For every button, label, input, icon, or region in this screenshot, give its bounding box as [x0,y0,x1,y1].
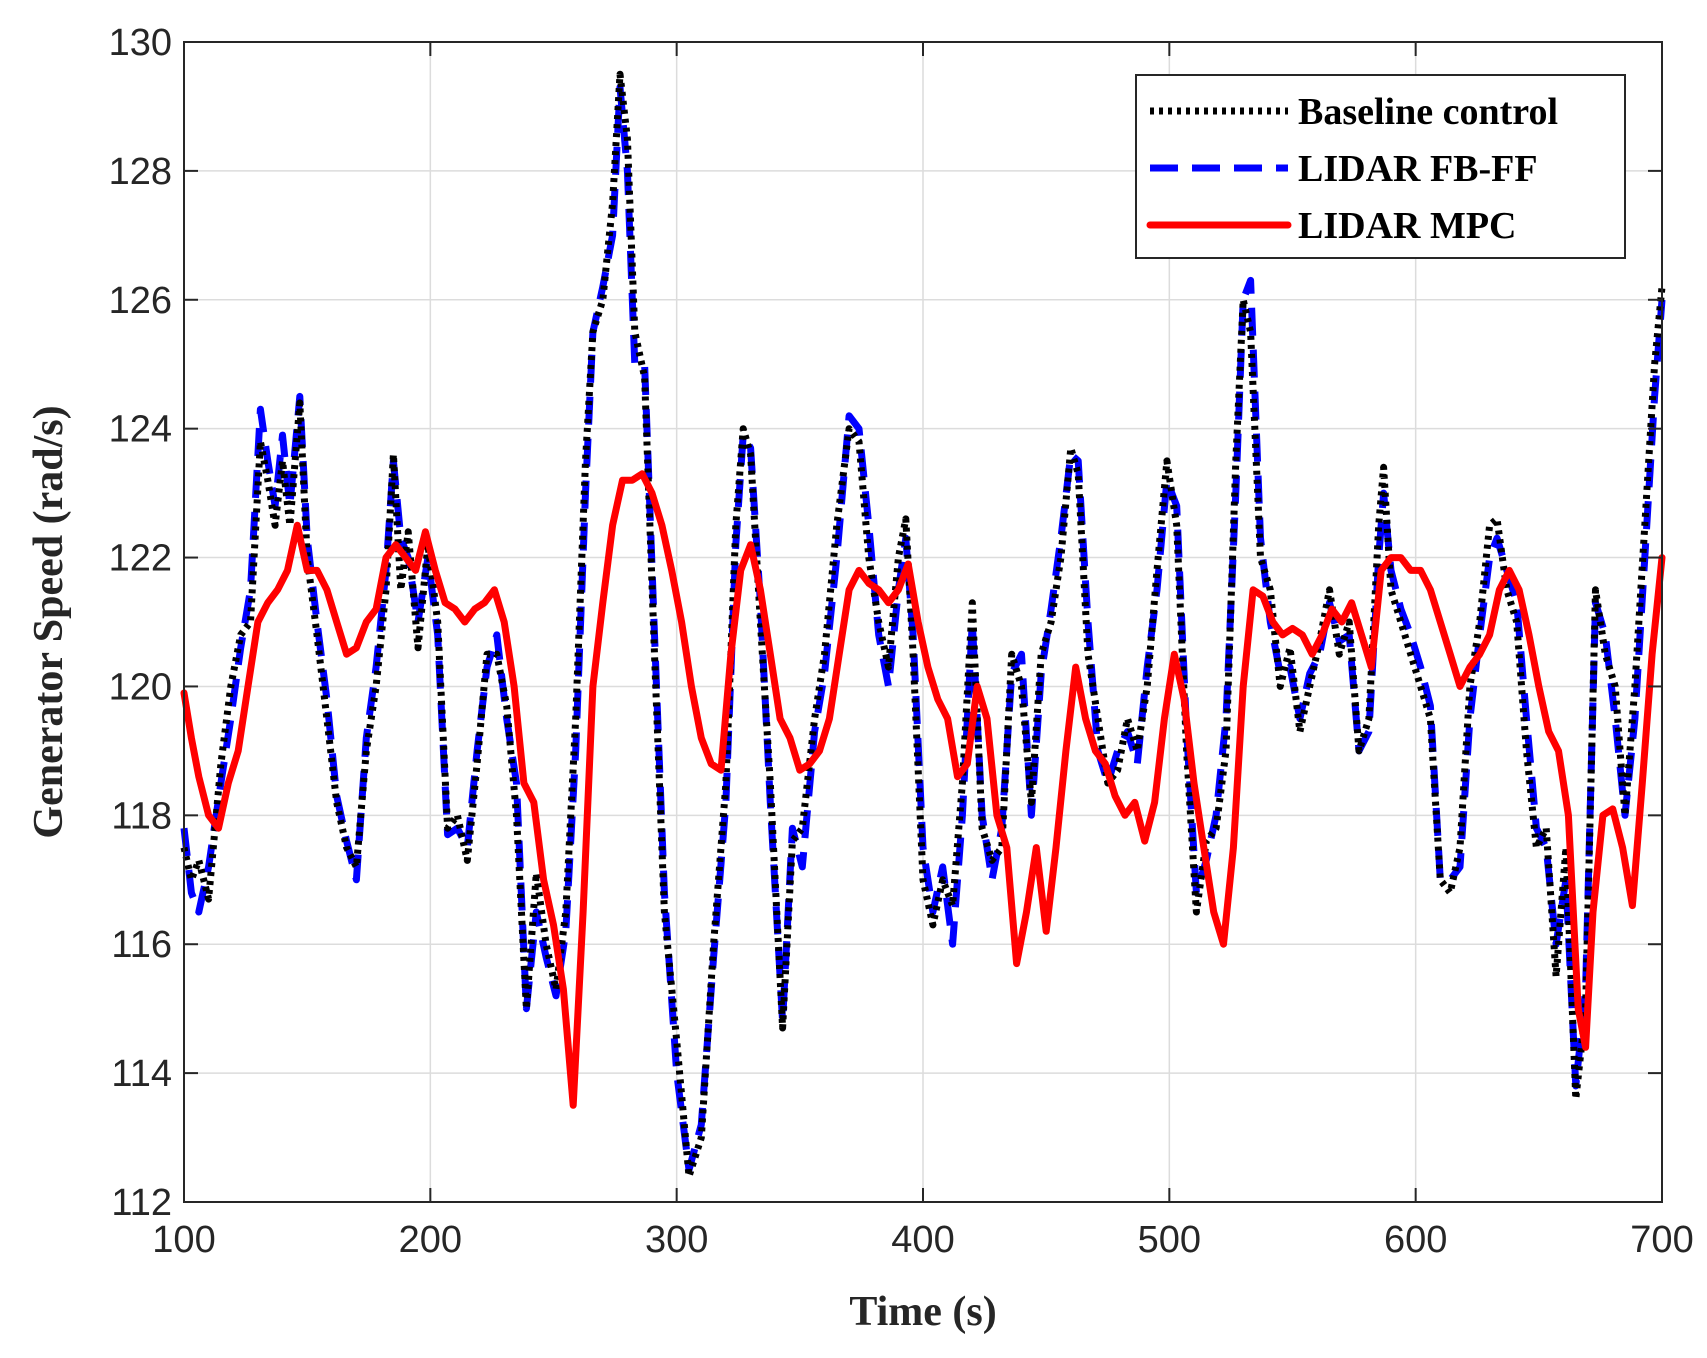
y-tick-label: 112 [111,1182,172,1224]
y-tick-label: 118 [111,795,172,837]
x-tick-label: 400 [891,1219,954,1261]
x-tick-label: 700 [1630,1219,1693,1261]
x-tick-label: 100 [152,1219,215,1261]
series-line-baseline-control [180,70,1666,1180]
y-tick-label: 114 [111,1053,172,1095]
y-tick-label: 122 [109,538,172,580]
legend-label: LIDAR MPC [1298,205,1516,247]
y-tick-label: 124 [109,409,172,451]
legend-label: LIDAR FB-FF [1298,148,1538,190]
y-tick-label: 130 [109,22,172,64]
legend-label: Baseline control [1298,91,1558,133]
y-tick-label: 120 [109,666,172,708]
x-tick-label: 300 [645,1219,708,1261]
y-axis-title: Generator Speed (rad/s) [26,405,72,838]
series-line-lidar-mpc [180,470,1666,1109]
x-tick-label: 600 [1384,1219,1447,1261]
series-line-lidar-fb-ff [180,83,1666,1174]
legend: Baseline control LIDAR FB-FF LIDAR MPC [1135,74,1626,259]
x-tick-label: 500 [1138,1219,1201,1261]
x-tick-label: 200 [399,1219,462,1261]
y-tick-label: 126 [109,280,172,322]
ticks: 100 200 300 400 500 600 700 112 114 116 118 120 122 1… [109,22,1694,1261]
x-axis-title: Time (s) [849,1289,996,1335]
y-tick-label: 116 [111,924,172,966]
y-tick-label: 128 [109,151,172,193]
series-group [180,70,1666,1180]
